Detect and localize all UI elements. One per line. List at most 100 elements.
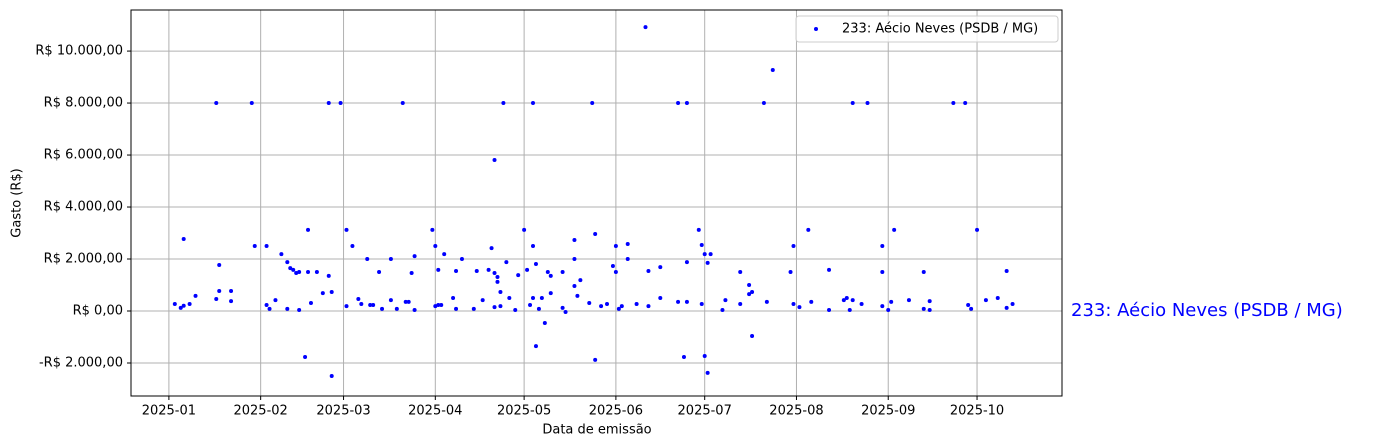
point [181,237,186,242]
point [495,279,500,284]
point [504,260,509,265]
point [439,303,444,308]
point [525,267,530,272]
point [531,244,536,249]
point [306,270,311,275]
point [193,293,198,298]
point [927,299,932,304]
point [214,101,219,106]
point [507,296,512,301]
point [264,244,269,249]
point [548,291,553,296]
point [267,306,272,311]
point [436,303,441,308]
point [368,303,373,308]
point [889,299,894,304]
point [187,301,192,306]
point [329,373,334,378]
point [303,355,308,360]
point [545,270,550,275]
point [400,101,405,106]
point [406,299,411,304]
point [646,268,651,273]
point [264,303,269,308]
point [172,301,177,306]
point [995,296,1000,301]
point [344,227,349,232]
point [676,299,681,304]
point [646,304,651,309]
plot-frame [130,9,1063,397]
point [921,270,926,275]
point [454,268,459,273]
point [969,306,974,311]
point [634,301,639,306]
point [560,305,565,310]
x-tick-label: 2025-06 [589,404,643,419]
point [350,244,355,249]
point [433,244,438,249]
point [827,307,832,312]
point [409,271,414,276]
point [681,355,686,360]
point [217,288,222,293]
point [599,304,604,309]
point [738,270,743,275]
point [643,25,648,30]
point [720,307,725,312]
x-tick-label: 2025-08 [769,404,823,419]
point [1004,268,1009,273]
point [563,310,568,315]
point [533,344,538,349]
point [590,101,595,106]
point [684,260,689,265]
point [377,270,382,275]
point [498,290,503,295]
x-tick-label: 2025-05 [497,404,551,419]
point [708,252,713,257]
x-tick-label: 2025-10 [950,404,1004,419]
point [593,357,598,362]
x-tick-label: 2025-02 [233,404,287,419]
point [575,293,580,298]
point [388,298,393,303]
point [308,300,313,305]
point [951,101,956,106]
point [412,307,417,312]
point [764,299,769,304]
point [252,244,257,249]
x-tick-label: 2025-09 [861,404,915,419]
point [214,297,219,302]
point [454,306,459,311]
point [593,232,598,237]
point [963,101,968,106]
point [522,227,527,232]
point [809,299,814,304]
point [625,257,630,262]
point [536,306,541,311]
y-tick-label: R$ 4.000,00 [44,200,123,215]
point [539,296,544,301]
point [459,257,464,262]
point [489,246,494,251]
point [847,307,852,312]
point [320,291,325,296]
point [380,306,385,311]
point [605,301,610,306]
point [738,301,743,306]
point [365,257,370,262]
point [291,267,296,272]
point [388,257,393,262]
point [531,296,536,301]
point [359,301,364,306]
point [750,333,755,338]
point [480,298,485,303]
point [761,101,766,106]
point [859,301,864,306]
point [791,244,796,249]
x-tick-label: 2025-03 [316,404,370,419]
point [474,268,479,273]
point [587,300,592,305]
point [865,101,870,106]
